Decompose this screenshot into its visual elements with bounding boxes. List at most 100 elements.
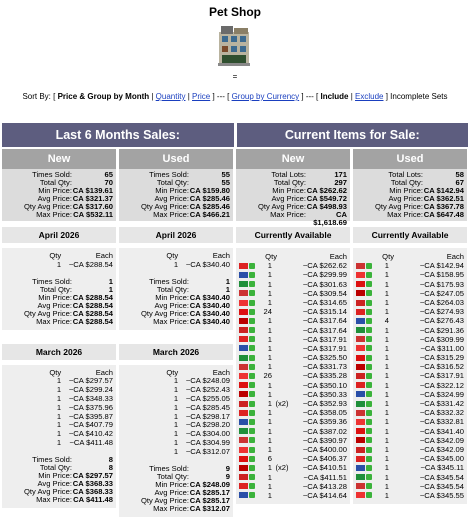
flag-icon	[239, 271, 248, 278]
listing-row: 1 ~CA $317.91	[239, 335, 347, 344]
listing-row: 1 ~CA $309.54	[239, 289, 347, 298]
group-header: March 2026	[119, 343, 233, 360]
summary-value: 58	[455, 170, 464, 179]
qty: 1	[56, 411, 62, 421]
summary-box: Total Lots: 58 Total Qty: 67 Min Price: CA $1…	[353, 169, 467, 221]
store-icon	[249, 409, 255, 416]
summary-label: Qty Avg Price:	[257, 202, 306, 211]
group-box: Qty Each 1 ~CA $297.57 1 ~CA $299.24 1 ~CA $348…	[2, 364, 116, 508]
summary-label: Times Sold:	[32, 276, 72, 286]
listing-row: 24 ~CA $315.14	[239, 307, 347, 316]
qty: 1	[384, 444, 389, 454]
listing-row: 1 ~CA $345.54	[356, 473, 464, 482]
listing-row: 1 ~CA $309.99	[356, 335, 464, 344]
summary-label: Qty Avg Price:	[140, 308, 189, 318]
sort-link[interactable]: Group by Currency	[231, 92, 300, 101]
flag-icon	[239, 382, 248, 389]
sort-link[interactable]: Quantity	[155, 92, 186, 101]
list-header: Qty Each	[239, 252, 347, 261]
flag-icon	[356, 363, 365, 370]
flag-icon	[239, 317, 248, 324]
flag-icon	[356, 299, 365, 306]
store-icon	[249, 299, 255, 306]
store-icon	[366, 382, 372, 389]
price: ~CA $312.07	[185, 446, 230, 456]
qty: 1	[384, 399, 389, 408]
summary-label: Total Qty:	[39, 462, 72, 472]
list-header: Qty Each	[122, 251, 230, 261]
price: ~CA $274.93	[419, 307, 464, 317]
column-header: Used	[119, 149, 233, 169]
list-header: Qty Each	[356, 252, 464, 261]
summary-value: CA $340.40	[189, 316, 230, 326]
price: ~CA $276.43	[419, 316, 464, 326]
summary-value: CA $549.72	[306, 194, 347, 203]
flag-icon	[356, 262, 365, 269]
summary-label: Min Price:	[155, 292, 189, 302]
listing-row: 1 ~CA $301.63	[239, 280, 347, 289]
sort-text: |	[185, 92, 192, 101]
qty: 1	[173, 420, 179, 430]
qty: 1	[173, 385, 179, 395]
flag-icon	[239, 428, 248, 435]
price: ~CA $340.40	[185, 259, 230, 269]
summary-label: Avg Price:	[37, 300, 72, 310]
listing-row: 1 (x2) ~CA $410.51	[239, 463, 347, 472]
summary-value: 8	[108, 462, 113, 472]
price: ~CA $324.99	[419, 389, 464, 399]
list-header: Qty Each	[5, 368, 113, 378]
summary-value: 65	[104, 170, 113, 179]
qty: 1	[56, 259, 62, 269]
summary-label: Times Sold:	[32, 170, 72, 179]
column-header: Used	[353, 149, 467, 169]
listing-row: 1 ~CA $345.55	[356, 491, 464, 500]
summary-value: CA $532.11	[73, 210, 113, 219]
price: ~CA $298.20	[185, 420, 230, 430]
qty: 1	[56, 420, 62, 430]
summary-value: 55	[221, 178, 230, 187]
summary-label: Avg Price:	[388, 194, 423, 203]
listing-row: 1 ~CA $400.00	[239, 445, 347, 454]
price: ~CA $158.95	[419, 270, 464, 280]
price: ~CA $297.57	[68, 376, 113, 386]
summary-value: CA $647.48	[423, 210, 464, 219]
group-header: April 2026	[2, 227, 116, 243]
summary-label: Total Lots:	[388, 170, 423, 179]
price: ~CA $345.11	[420, 463, 464, 473]
listing-row: 1 ~CA $375.96	[5, 403, 113, 413]
summary-value: CA $248.09	[189, 479, 230, 489]
flag-icon	[239, 336, 248, 343]
listing-row: 1 ~CA $274.93	[356, 307, 464, 316]
sort-bar: Sort By: [ Price & Group by Month | Quan…	[0, 92, 470, 101]
store-icon	[249, 455, 255, 462]
price: ~CA $301.63	[302, 279, 347, 289]
image-caption: =	[232, 72, 238, 81]
group-header: Currently Available	[353, 227, 467, 243]
summary-value: CA $159.80	[189, 186, 230, 195]
summary-value: CA $498.93	[306, 202, 347, 211]
summary-value: CA $367.78	[423, 202, 464, 211]
price: ~CA $304.00	[185, 429, 230, 439]
flag-icon	[239, 308, 248, 315]
summary-row: Max Price: CA $340.40	[122, 316, 230, 326]
sort-link[interactable]: Exclude	[355, 92, 384, 101]
sort-link[interactable]: Price	[192, 92, 211, 101]
summary-label: Max Price:	[36, 494, 72, 504]
summary-row: Times Sold: 1	[122, 277, 230, 286]
qty: 1	[56, 393, 62, 403]
summary-row: Avg Price: CA $368.33	[5, 478, 113, 488]
store-icon	[249, 474, 255, 481]
listing-row: 1 ~CA $304.99	[122, 438, 230, 448]
each-header: Each	[95, 251, 113, 260]
qty-header: Qty	[49, 251, 62, 260]
summary-value: CA $288.54	[72, 316, 113, 326]
flag-icon	[239, 483, 248, 490]
summary-value: CA $368.33	[72, 486, 113, 496]
section-headers: Last 6 Months Sales: Current Items for Sa…	[2, 123, 468, 147]
summary-value: CA $368.33	[72, 478, 113, 488]
listing-row: 1 ~CA $332.81	[356, 417, 464, 426]
summary-row: Min Price: CA $142.94	[356, 187, 464, 195]
flag-icon	[239, 409, 248, 416]
price: ~CA $175.93	[419, 279, 464, 289]
summary-label: Min Price:	[38, 470, 72, 480]
